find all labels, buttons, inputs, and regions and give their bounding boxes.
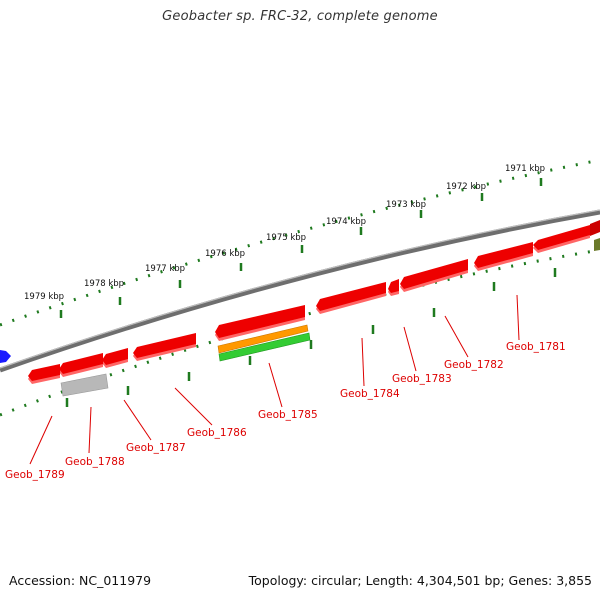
gene-arrow-geob-1784[interactable]: [316, 282, 386, 314]
gene-label-geob-1788[interactable]: Geob_1788: [65, 456, 125, 468]
green-feature-track[interactable]: [218, 332, 311, 362]
gene-arrow-fragment[interactable]: [590, 220, 600, 236]
gene-arrow-geob-1781[interactable]: [533, 225, 590, 253]
gene-arrow-geob-1786[interactable]: [133, 333, 196, 361]
scale-label-1974: 1974 kbp: [326, 217, 366, 227]
gene-arrow-geob-1785[interactable]: [215, 305, 305, 341]
olive-feature-marker[interactable]: [594, 238, 600, 251]
label-leader-lines: [29, 294, 520, 465]
gene-arrow-geob-1789[interactable]: [28, 364, 60, 384]
gene-label-geob-1781[interactable]: Geob_1781: [506, 341, 566, 353]
orange-feature-track[interactable]: [217, 324, 309, 354]
genome-backbone-highlight: [0, 209, 600, 369]
gene-label-geob-1785[interactable]: Geob_1785: [258, 409, 318, 421]
blue-feature-marker[interactable]: [0, 350, 11, 363]
inner-major-ticks: [65, 268, 557, 407]
gene-label-geob-1782[interactable]: Geob_1782: [444, 359, 504, 371]
outer-major-ticks: [59, 178, 543, 318]
gene-label-geob-1783[interactable]: Geob_1783: [392, 373, 452, 385]
gene-arrow-small[interactable]: [388, 279, 399, 296]
gene-arrow-geob-1783[interactable]: [400, 259, 468, 292]
gene-label-geob-1787[interactable]: Geob_1787: [126, 442, 186, 454]
scale-label-1973: 1973 kbp: [386, 200, 426, 210]
scale-label-1975: 1975 kbp: [266, 233, 306, 243]
gene-arrows: [28, 220, 600, 384]
gene-label-geob-1784[interactable]: Geob_1784: [340, 388, 400, 400]
genome-title: Geobacter sp. FRC-32, complete genome: [162, 9, 438, 24]
scale-label-1976: 1976 kbp: [205, 249, 245, 259]
scale-label-1979: 1979 kbp: [24, 292, 64, 302]
accession-text: Accession: NC_011979: [9, 573, 152, 588]
scale-label-1978: 1978 kbp: [84, 279, 124, 289]
scale-label-1972: 1972 kbp: [446, 182, 486, 192]
topology-summary: Topology: circular; Length: 4,304,501 bp…: [248, 573, 592, 588]
scale-label-1971: 1971 kbp: [505, 164, 545, 174]
grey-feature-box[interactable]: [60, 373, 109, 397]
gene-label-geob-1786[interactable]: Geob_1786: [187, 427, 247, 439]
gene-label-geob-1789[interactable]: Geob_1789: [5, 469, 65, 481]
genome-backbone: [0, 209, 600, 373]
gene-arrow-geob-1787[interactable]: [102, 348, 128, 368]
gene-arrow-geob-1782[interactable]: [474, 242, 533, 271]
scale-label-1977: 1977 kbp: [145, 264, 185, 274]
gene-arrow-geob-1788[interactable]: [59, 353, 103, 377]
